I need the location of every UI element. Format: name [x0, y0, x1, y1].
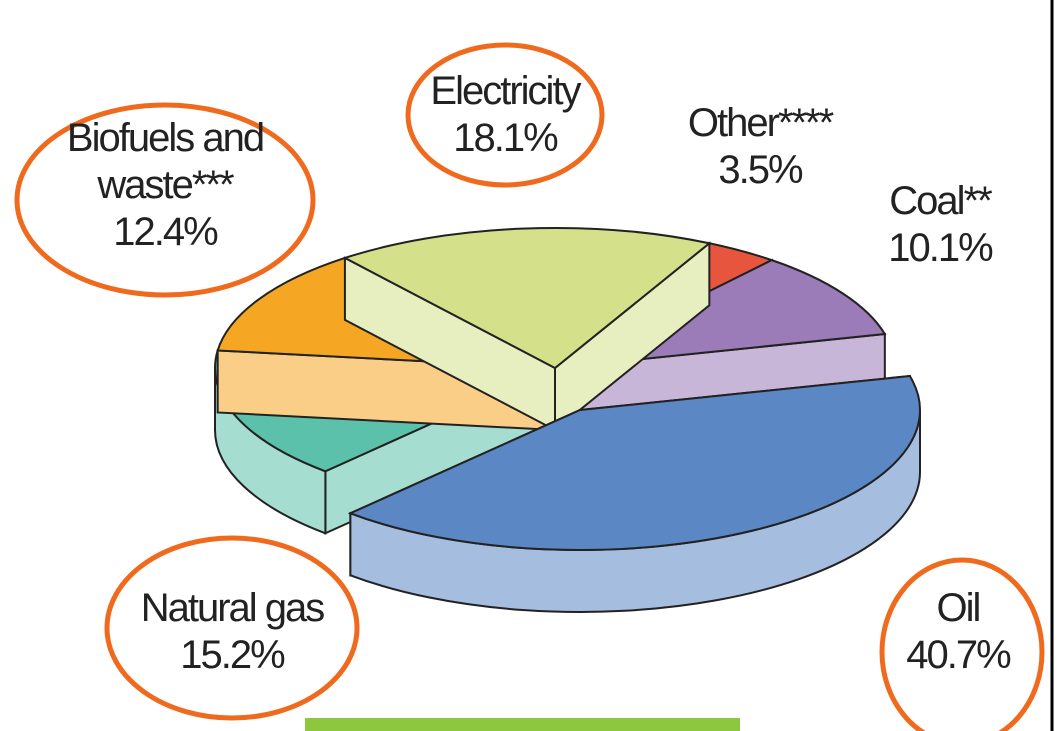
label-value: 12.4% [113, 210, 218, 254]
label-name: Coal** [889, 179, 992, 223]
slice [342, 227, 712, 370]
slice-label: Oil 40.7% [898, 585, 1018, 679]
label-name: Electricity [430, 69, 581, 113]
label-value: 3.5% [718, 148, 803, 192]
highlight-circles [14, 42, 1045, 731]
slice-label: Electricity 18.1% [395, 68, 615, 162]
label-value: 10.1% [888, 226, 993, 270]
highlight [879, 557, 1045, 731]
label-value: 18.1% [453, 116, 558, 160]
slice-label: Natural gas 15.2% [102, 585, 362, 679]
highlight [405, 42, 605, 188]
label-name: Biofuels and waste*** [66, 116, 265, 207]
slice [347, 374, 921, 551]
pie [214, 227, 921, 613]
label-name: Oil [936, 586, 982, 630]
slice-label: Other**** 3.5% [640, 100, 880, 194]
green-bar [305, 718, 740, 731]
highlight [14, 102, 316, 298]
label-value: 40.7% [906, 633, 1011, 677]
highlight [104, 535, 360, 721]
label-name: Natural gas [140, 586, 326, 630]
label-name: Other**** [687, 101, 834, 145]
slice-label: Coal** 10.1% [840, 178, 1040, 272]
slice-label: Biofuels and waste*** 12.4% [35, 115, 295, 256]
label-value: 15.2% [180, 633, 285, 677]
